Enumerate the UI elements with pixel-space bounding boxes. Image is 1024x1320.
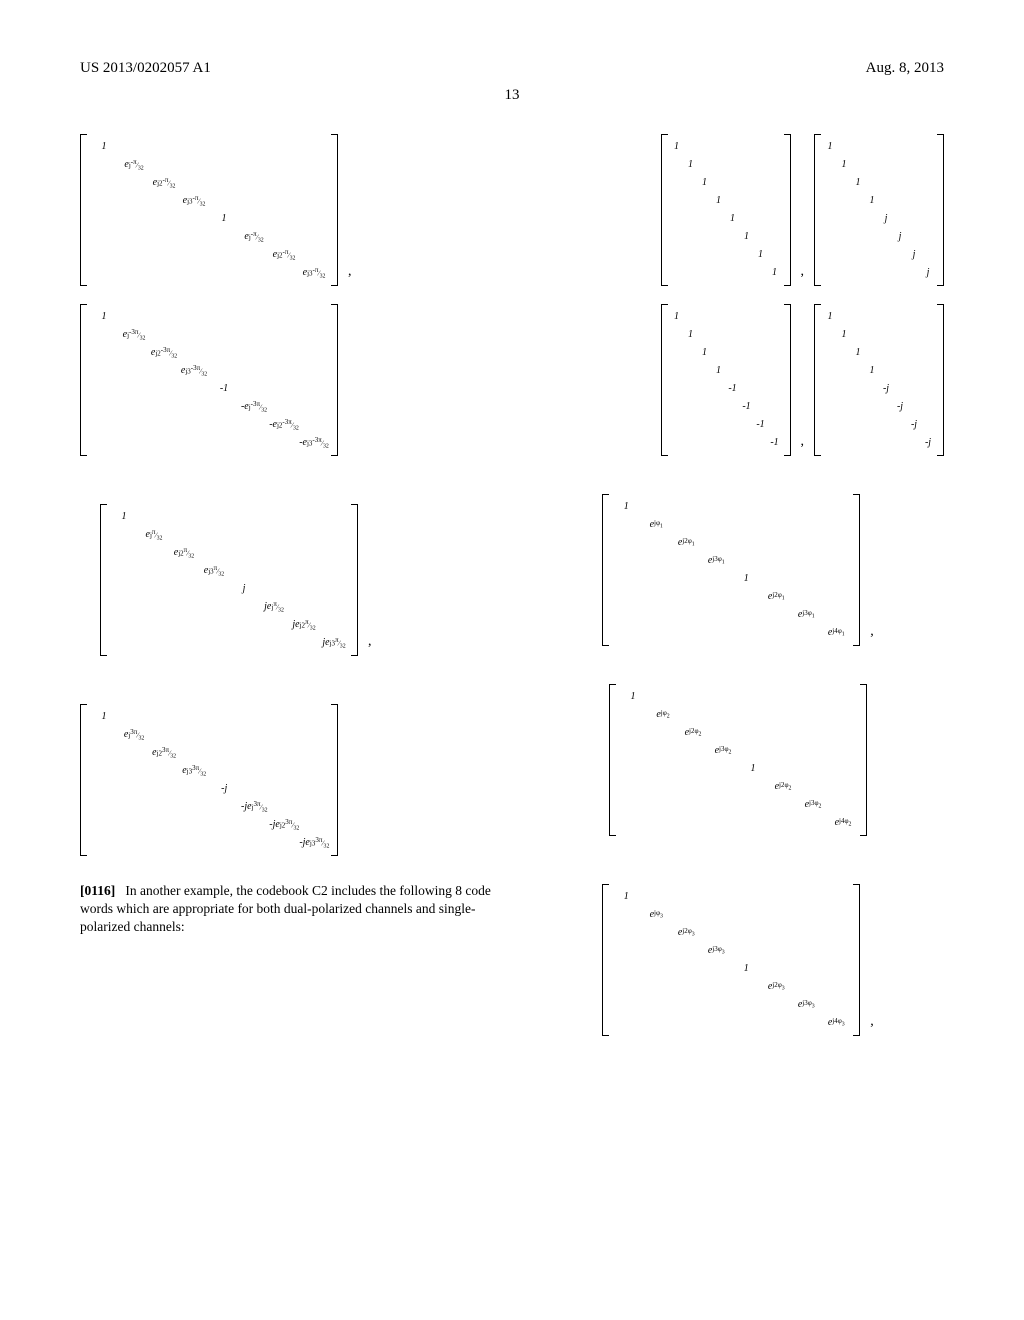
matrix-pair-2: 1 1 1 1 -1 -1 -1 -1 , 1 1 1 1 -j <box>532 304 944 456</box>
para-text: In another example, the codebook C2 incl… <box>80 883 491 934</box>
matrix-punct: , <box>801 434 805 456</box>
page-number: 13 <box>80 87 944 104</box>
matrix-pair-1: 1 1 1 1 1 1 1 1 , 1 1 1 1 j j <box>532 134 944 286</box>
matrix-punct: , <box>870 624 874 646</box>
matrix-punct: , <box>368 634 372 656</box>
patent-id: US 2013/0202057 A1 <box>80 60 211 77</box>
left-column: 1 ej-π⁄32 ej2-π⁄32 ej3-π⁄32 1 ej-π⁄32 ej… <box>80 134 492 1054</box>
matrix-3: 1 ejπ⁄32 ej2π⁄32 ej3π⁄32 j jejπ⁄32 jej2π… <box>80 504 492 656</box>
matrix-1: 1 ej-π⁄32 ej2-π⁄32 ej3-π⁄32 1 ej-π⁄32 ej… <box>80 134 492 286</box>
right-column: 1 1 1 1 1 1 1 1 , 1 1 1 1 j j <box>532 134 944 1054</box>
matrix-2: 1 ej-3π⁄32 ej2-3π⁄32 ej3-3π⁄32 -1 -ej-3π… <box>80 304 492 456</box>
matrix-punct: , <box>870 1014 874 1036</box>
matrix-punct: , <box>801 264 805 286</box>
paragraph-0116: [0116] In another example, the codebook … <box>80 882 492 937</box>
para-num: [0116] <box>80 883 115 898</box>
matrix-phi1: 1 ejφ1 ej2φ1 ej3φ1 1 ej2φ1 ej3φ1 ej4φ1 , <box>532 494 944 646</box>
matrix-phi2: 1 ejφ2 ej2φ2 ej3φ2 1 ej2φ2 ej3φ2 ej4φ2 <box>532 684 944 836</box>
matrix-punct: , <box>348 264 352 286</box>
matrix-4: 1 ej3π⁄32 ej23π⁄32 ej33π⁄32 -j -jej3π⁄32… <box>80 704 492 856</box>
matrix-phi3: 1 ejφ3 ej2φ3 ej3φ3 1 ej2φ3 ej3φ3 ej4φ3 , <box>532 884 944 1036</box>
patent-date: Aug. 8, 2013 <box>866 60 944 77</box>
